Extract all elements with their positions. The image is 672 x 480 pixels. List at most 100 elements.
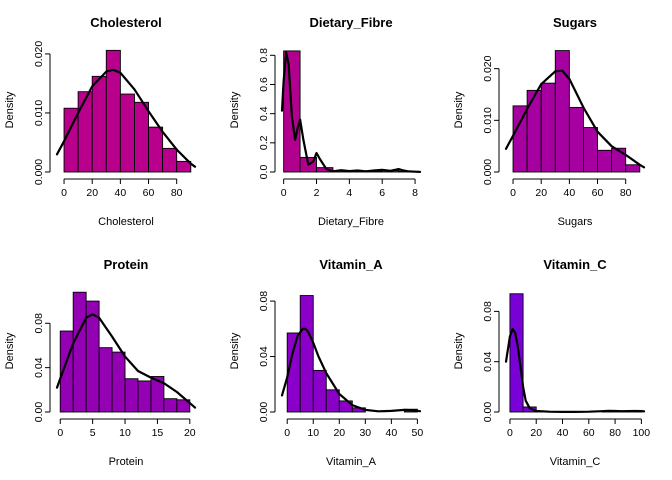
x-tick-label: 15 [152,427,164,439]
x-tick-label: 20 [530,427,542,439]
x-tick-label: 80 [609,427,621,439]
x-tick-label: 20 [86,187,98,199]
y-axis-label: Density [453,332,465,369]
histogram-bar [98,347,113,413]
y-tick-label: 0.4 [258,106,270,121]
density-curve [504,69,646,169]
histogram-bar [540,82,556,173]
x-tick-label: 0 [284,427,290,439]
y-tick-label: 0.08 [33,313,45,334]
x-tick-label: 10 [307,427,319,439]
panel-title: Protein [104,257,149,272]
panel-6: 0 20 40 60 80 100 0.00 0.04 0.08 Vitamin_C Vitamin… [453,257,650,468]
x-tick-label: 5 [90,427,96,439]
y-tick-label: 0.0 [258,165,270,180]
histogram-bar [72,291,87,413]
y-tick-label: 0.020 [33,41,45,67]
y-tick-label: 0.020 [482,55,494,81]
x-tick-label: 40 [564,187,576,199]
x-tick-label: 40 [386,427,398,439]
density-curve [280,51,422,173]
histogram-bar [509,293,524,413]
x-tick-label: 100 [633,427,651,439]
y-tick-label: 0.04 [482,351,494,372]
panel-4: 0 5 10 15 20 0.00 0.04 0.08 Protein Protein Densit… [4,257,197,468]
histogram-bar [554,50,570,173]
x-tick-label: 10 [119,427,131,439]
y-tick-label: 0.04 [33,357,45,378]
x-tick-label: 6 [379,187,385,199]
histogram-bar [299,295,314,413]
y-tick-label: 0.000 [33,159,45,185]
x-axis-label: Sugars [558,216,593,228]
panel-title: Vitamin_C [543,257,607,272]
y-tick-label: 0.8 [258,48,270,63]
x-tick-label: 30 [359,427,371,439]
y-tick-label: 0.08 [258,291,270,312]
panel-1: 0 20 40 60 80 0.000 0.010 0.020 Cholesterol Chole… [4,15,197,228]
histogram-bar [526,89,542,173]
x-tick-label: 60 [583,427,595,439]
histogram-bar [91,75,107,173]
histogram-bar [176,160,192,173]
y-tick-label: 0.08 [482,301,494,322]
x-tick-label: 20 [184,427,196,439]
panel-title: Sugars [553,15,597,30]
x-tick-label: 8 [412,187,418,199]
x-tick-label: 0 [510,187,516,199]
histogram-bar [325,389,340,413]
y-tick-label: 0.010 [33,100,45,126]
histogram-bar [137,380,152,413]
x-axis-label: Vitamin_C [550,456,601,468]
x-tick-label: 40 [115,187,127,199]
y-tick-label: 0.00 [482,402,494,423]
y-axis-label: Density [229,332,241,369]
histogram-bar [148,126,164,173]
histogram-bar [150,376,165,413]
panel-title: Cholesterol [90,15,162,30]
histogram-bar [119,93,135,173]
x-tick-label: 50 [412,427,424,439]
x-tick-label: 80 [620,187,632,199]
x-tick-label: 2 [314,187,320,199]
x-tick-label: 0 [57,427,63,439]
histogram-bar [133,101,149,173]
x-tick-label: 60 [143,187,155,199]
y-tick-label: 0.00 [258,402,270,423]
histogram-bar [105,49,121,173]
x-tick-label: 0 [61,187,67,199]
histogram-bar [162,147,178,173]
y-tick-label: 0.010 [482,107,494,133]
histogram-bar [625,164,641,173]
x-tick-label: 20 [535,187,547,199]
histogram-bar [176,399,191,413]
density-curve [504,327,646,413]
x-tick-label: 0 [507,427,513,439]
histogram-bar [312,369,327,413]
y-tick-label: 0.2 [258,135,270,150]
x-tick-label: 4 [346,187,352,199]
histogram-bar [568,106,584,173]
density-curve [280,327,422,413]
x-tick-label: 20 [333,427,345,439]
y-tick-label: 0.000 [482,159,494,185]
histogram-bar [597,149,613,173]
panel-title: Vitamin_A [319,257,383,272]
x-tick-label: 80 [171,187,183,199]
y-tick-label: 0.6 [258,77,270,92]
panel-5: 0 10 20 30 40 50 0.00 0.04 0.08 Vitamin_A Vitamin_… [229,257,423,468]
y-tick-label: 0.04 [258,346,270,367]
histogram-bar [512,105,528,173]
histogram-bar [111,351,126,413]
panel-title: Dietary_Fibre [309,15,392,30]
density-curve [55,313,197,409]
y-axis-label: Density [4,332,16,369]
histogram-bar [582,127,598,173]
panel-3: 0 20 40 60 80 0.000 0.010 0.020 Sugars Sugars Dens… [453,15,646,228]
y-axis-label: Density [229,91,241,128]
density-curve [55,68,197,168]
x-axis-label: Protein [109,456,144,468]
histogram-bar [124,378,139,413]
x-tick-label: 40 [557,427,569,439]
